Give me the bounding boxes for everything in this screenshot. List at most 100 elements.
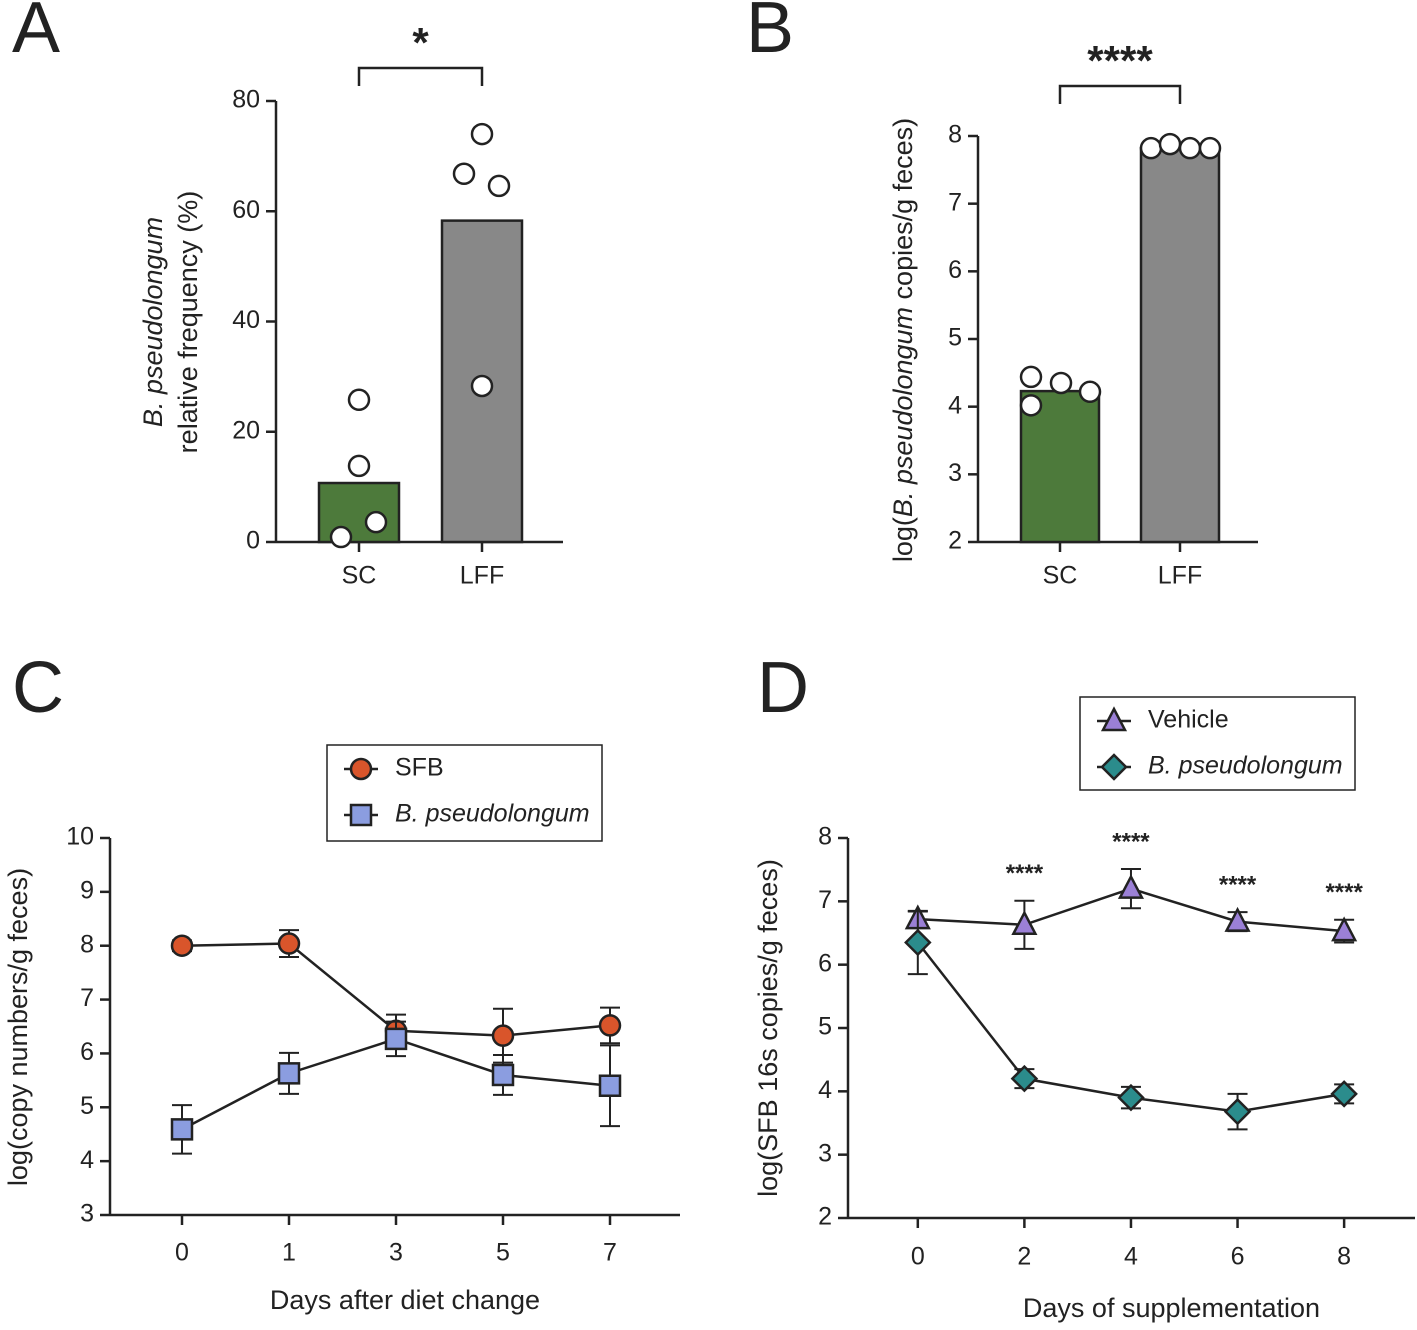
- x-tick-label: 6: [1231, 1243, 1245, 1271]
- panel-letter: C: [12, 648, 64, 728]
- legend-box: [1079, 696, 1356, 791]
- y-tick-label: 8: [948, 121, 962, 149]
- y-axis-label-part: log(: [888, 517, 918, 562]
- data-point: [487, 174, 511, 198]
- x-tick-label: 3: [389, 1239, 403, 1267]
- legend-label: Vehicle: [1148, 706, 1229, 734]
- y-axis-label-part: relative frequency (%): [173, 191, 203, 454]
- significance-bracket: [357, 66, 484, 86]
- data-point: [470, 374, 494, 398]
- significance-label: ****: [1325, 879, 1363, 906]
- x-tick-label: 5: [496, 1239, 510, 1267]
- marker: [491, 1024, 515, 1047]
- y-tick-label: 20: [232, 416, 260, 444]
- marker: [1100, 753, 1128, 781]
- x-tick-label: 4: [1124, 1243, 1138, 1271]
- y-tick-label: 4: [818, 1076, 832, 1104]
- y-tick-label: 8: [818, 823, 832, 851]
- y-tick-label: 3: [80, 1200, 94, 1228]
- y-tick-label: 7: [80, 984, 94, 1012]
- panel: D 2 3 4 5 6 7 8 log(SFB 16s copies/g feces) Days …: [753, 648, 1415, 1323]
- marker: [1330, 1080, 1358, 1108]
- y-tick-label: 40: [232, 306, 260, 334]
- panel: A 0 20 40 60 80 B. pseudolongum relative freque…: [12, 0, 563, 590]
- data-point: [1049, 371, 1073, 395]
- significance-label: ****: [1006, 860, 1044, 887]
- legend-label: B. pseudolongum: [395, 800, 590, 828]
- y-tick-label: 3: [818, 1139, 832, 1167]
- y-tick-label: 60: [232, 196, 260, 224]
- y-tick-label: 4: [948, 391, 962, 419]
- x-tick-label: SC: [1043, 562, 1078, 590]
- y-tick-label: 0: [246, 527, 260, 555]
- bar: [1139, 146, 1221, 544]
- y-tick-label: 6: [948, 256, 962, 284]
- data-point: [1178, 136, 1202, 160]
- significance-bracket: [1058, 84, 1182, 104]
- x-tick-label: 0: [911, 1243, 925, 1271]
- x-tick-label: 8: [1337, 1243, 1351, 1271]
- significance-label: ****: [1112, 828, 1150, 855]
- x-tick-label: LFF: [1158, 562, 1202, 590]
- data-point: [364, 510, 388, 534]
- marker: [1223, 1097, 1252, 1126]
- legend-box: [326, 744, 603, 842]
- marker: [170, 1118, 194, 1141]
- y-axis-label-part: log(copy numbers/g feces): [3, 868, 33, 1186]
- y-tick-label: 4: [80, 1146, 94, 1174]
- data-point: [347, 388, 371, 412]
- significance-label: *: [412, 19, 429, 66]
- y-axis-label-part: B. pseudolongum: [888, 307, 918, 517]
- x-tick-label: 2: [1017, 1243, 1031, 1271]
- marker: [1100, 706, 1128, 732]
- y-tick-label: 7: [948, 188, 962, 216]
- legend-label: B. pseudolongum: [1148, 752, 1343, 780]
- marker: [904, 928, 932, 957]
- y-tick-label: 5: [948, 324, 962, 352]
- x-tick-label: 0: [175, 1239, 189, 1267]
- data-point: [1139, 136, 1163, 160]
- marker: [1117, 873, 1145, 899]
- legend-label: SFB: [395, 754, 444, 782]
- marker: [1011, 910, 1038, 936]
- marker: [1010, 1064, 1039, 1093]
- y-tick-label: 8: [80, 930, 94, 958]
- x-tick-label: SC: [342, 562, 377, 590]
- marker: [1117, 1083, 1145, 1112]
- x-axis-label: Days of supplementation: [1023, 1293, 1320, 1323]
- panel-letter: B: [746, 0, 794, 68]
- y-tick-label: 6: [80, 1038, 94, 1066]
- y-tick-label: 2: [818, 1203, 832, 1231]
- y-tick-label: 6: [818, 949, 832, 977]
- x-tick-label: LFF: [460, 562, 504, 590]
- marker: [491, 1063, 515, 1087]
- y-tick-label: 10: [66, 823, 94, 851]
- y-tick-label: 3: [948, 459, 962, 487]
- data-point: [1019, 365, 1043, 389]
- significance-label: ****: [1087, 37, 1153, 84]
- significance-label: ****: [1219, 871, 1257, 898]
- marker: [170, 934, 194, 957]
- y-axis-label: B. pseudolongum: [138, 217, 168, 427]
- panel-letter: A: [12, 0, 60, 68]
- data-point: [347, 454, 371, 478]
- y-axis-label: log(copy numbers/g feces): [3, 868, 33, 1186]
- data-point: [1019, 394, 1043, 417]
- data-point: [1158, 132, 1182, 156]
- data-point: [1078, 380, 1102, 404]
- marker: [277, 932, 301, 955]
- marker: [598, 1014, 622, 1037]
- marker: [1224, 906, 1251, 932]
- panel-letter: D: [757, 648, 809, 728]
- y-tick-label: 9: [80, 876, 94, 904]
- y-axis-label-part: copies/g feces): [888, 118, 918, 307]
- data-point: [1198, 136, 1222, 160]
- x-tick-label: 1: [282, 1239, 296, 1267]
- marker: [1331, 916, 1358, 942]
- y-tick-label: 5: [80, 1092, 94, 1120]
- marker: [384, 1027, 408, 1051]
- marker: [277, 1062, 301, 1085]
- y-tick-label: 80: [232, 86, 260, 114]
- x-axis-label: Days after diet change: [270, 1285, 540, 1315]
